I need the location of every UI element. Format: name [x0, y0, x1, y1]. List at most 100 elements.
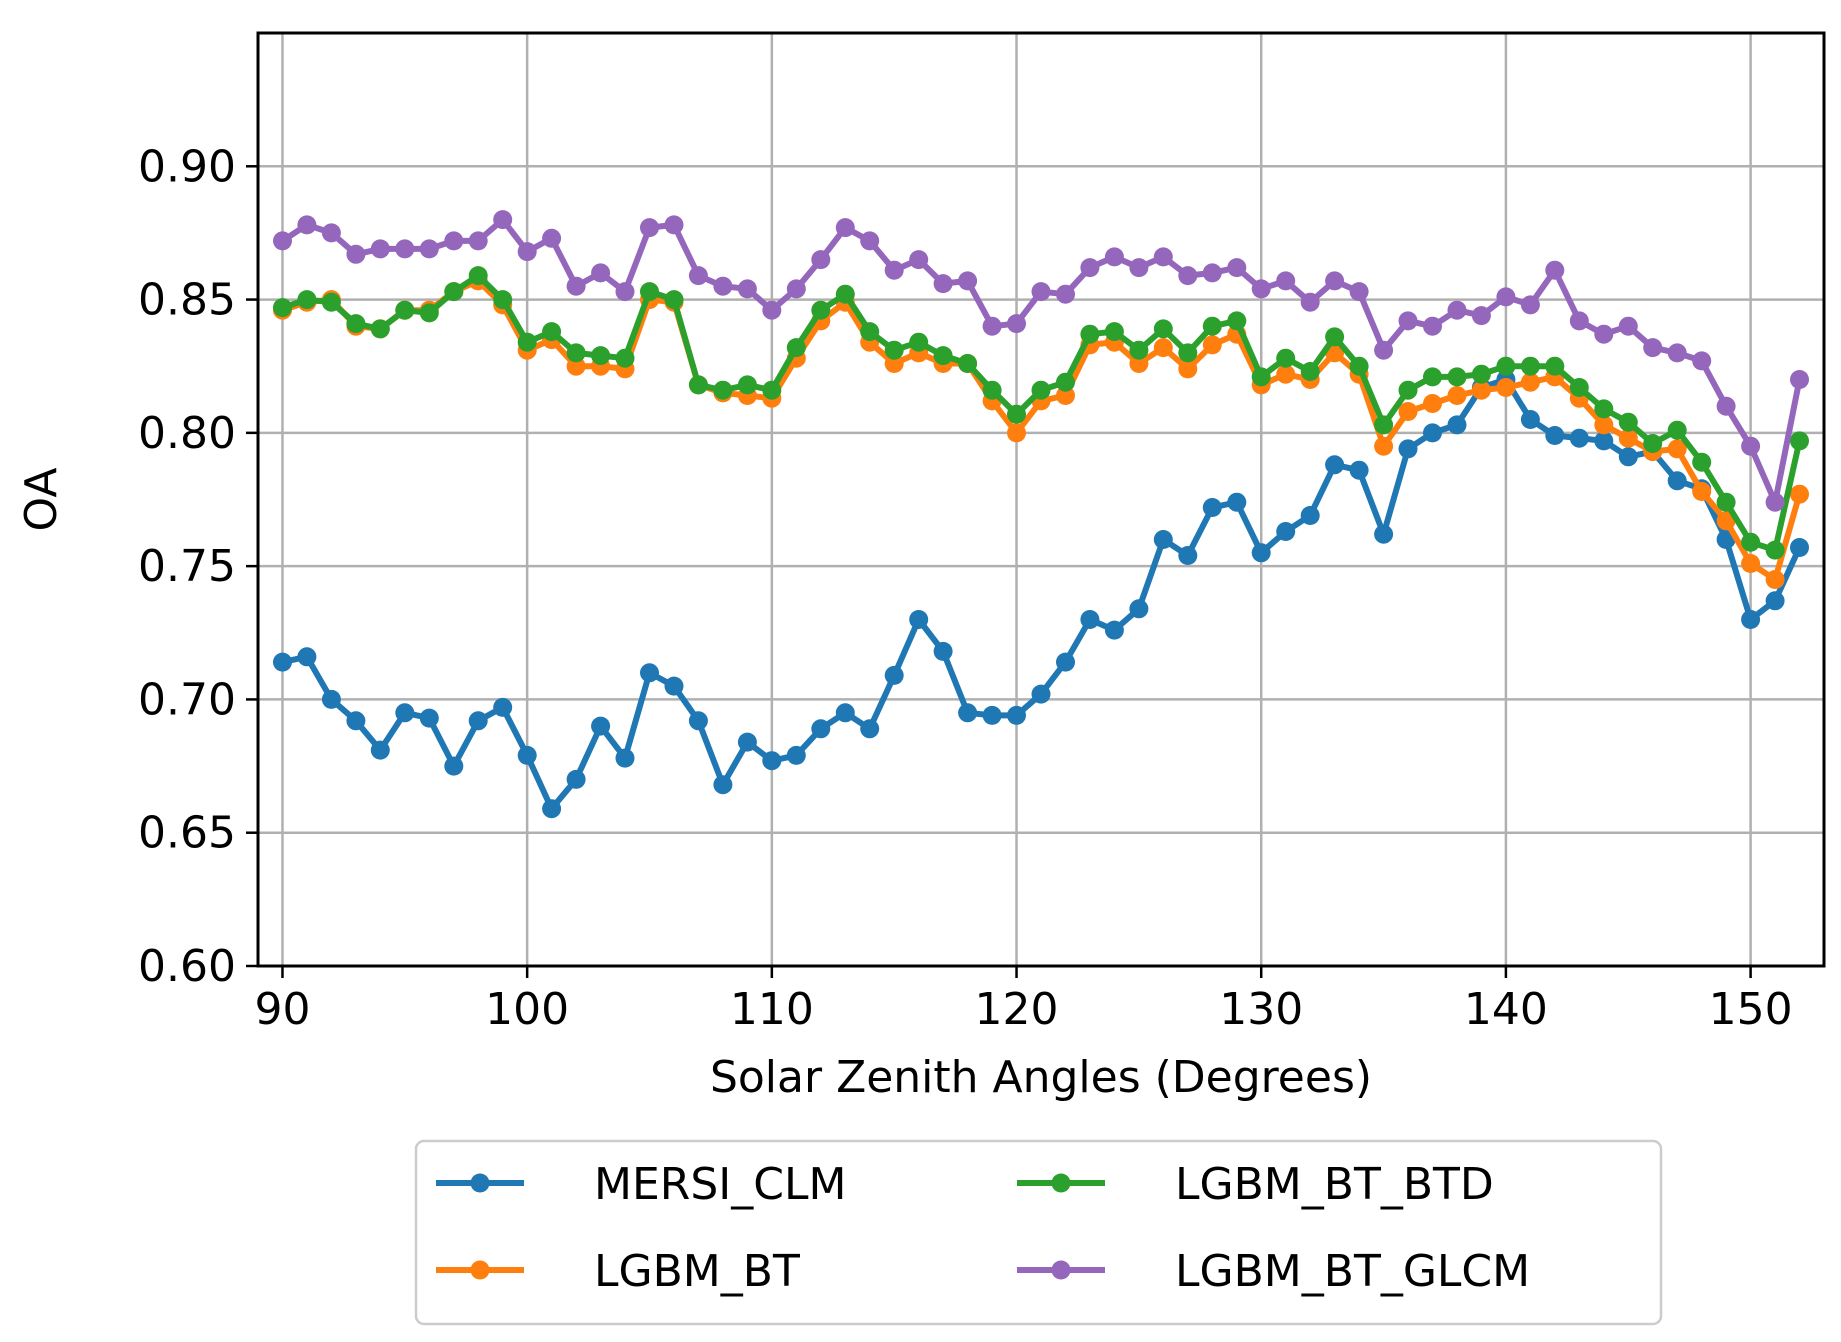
data-point-lgbm-bt-btd — [1251, 367, 1271, 387]
data-point-lgbm-bt-glcm — [1692, 351, 1712, 371]
data-point-lgbm-bt-btd — [444, 282, 464, 302]
x-axis-label: Solar Zenith Angles (Degrees) — [710, 1052, 1372, 1103]
legend-label-mersi-clm: MERSI_CLM — [594, 1159, 846, 1210]
data-point-lgbm-bt-btd — [1129, 340, 1149, 360]
data-point-mersi-clm — [1520, 410, 1540, 429]
data-point-mersi-clm — [1398, 439, 1418, 459]
data-point-lgbm-bt-glcm — [811, 250, 831, 270]
data-point-mersi-clm — [517, 745, 537, 765]
data-point-mersi-clm — [640, 663, 659, 683]
data-point-mersi-clm — [1374, 524, 1394, 544]
data-point-lgbm-bt-btd — [688, 375, 708, 395]
data-point-lgbm-bt-btd — [1741, 532, 1761, 552]
data-point-lgbm-bt-glcm — [1398, 311, 1418, 331]
data-point-lgbm-bt — [1398, 402, 1418, 421]
data-point-lgbm-bt-btd — [542, 322, 562, 342]
data-point-lgbm-bt-glcm — [1545, 260, 1565, 280]
data-point-lgbm-bt-glcm — [444, 231, 464, 251]
data-point-lgbm-bt — [1423, 394, 1442, 413]
data-point-lgbm-bt-btd — [860, 322, 880, 342]
data-point-lgbm-bt-glcm — [1374, 340, 1394, 360]
data-point-lgbm-bt-btd — [1545, 356, 1565, 376]
x-tick-label: 110 — [730, 984, 814, 1035]
y-tick-label: 0.65 — [138, 808, 236, 859]
data-point-mersi-clm — [370, 740, 390, 760]
data-point-lgbm-bt-btd — [346, 314, 366, 334]
data-point-lgbm-bt-btd — [566, 343, 586, 363]
data-point-lgbm-bt-btd — [909, 332, 929, 352]
data-point-lgbm-bt — [1178, 359, 1198, 379]
data-point-lgbm-bt-glcm — [591, 263, 611, 283]
data-point-lgbm-bt-glcm — [370, 239, 390, 259]
data-point-lgbm-bt-btd — [1667, 420, 1687, 440]
data-point-mersi-clm — [1227, 492, 1247, 512]
data-point-mersi-clm — [1007, 705, 1026, 725]
data-point-lgbm-bt-glcm — [664, 215, 684, 235]
data-point-lgbm-bt-glcm — [1496, 287, 1516, 307]
data-point-lgbm-bt-glcm — [1300, 292, 1320, 312]
data-point-lgbm-bt-glcm — [762, 300, 782, 320]
x-tick-label: 140 — [1464, 984, 1548, 1035]
data-point-lgbm-bt-glcm — [933, 274, 953, 294]
data-point-lgbm-bt — [1276, 364, 1296, 384]
data-point-lgbm-bt-btd — [1031, 380, 1051, 400]
data-point-lgbm-bt — [1594, 415, 1614, 435]
data-point-lgbm-bt-glcm — [542, 228, 562, 248]
data-point-lgbm-bt — [1129, 354, 1149, 373]
data-point-lgbm-bt — [1202, 335, 1222, 355]
data-point-lgbm-bt-btd — [1423, 367, 1442, 387]
data-point-mersi-clm — [1129, 599, 1149, 619]
data-point-lgbm-bt-btd — [1643, 434, 1663, 453]
data-point-lgbm-bt-glcm — [1667, 343, 1687, 363]
data-point-lgbm-bt-glcm — [1227, 258, 1247, 278]
data-point-lgbm-bt-btd — [1349, 356, 1369, 376]
data-point-lgbm-bt-btd — [884, 340, 904, 360]
data-point-lgbm-bt-glcm — [1447, 300, 1467, 320]
data-point-lgbm-bt-btd — [1692, 452, 1712, 472]
data-point-mersi-clm — [297, 647, 317, 667]
data-point-lgbm-bt-btd — [1007, 404, 1026, 424]
legend-marker-mersi-clm — [470, 1173, 490, 1193]
data-point-mersi-clm — [1031, 684, 1051, 704]
data-point-lgbm-bt-glcm — [1349, 282, 1369, 302]
data-point-mersi-clm — [566, 769, 586, 789]
data-point-lgbm-bt-glcm — [1251, 279, 1271, 299]
data-point-lgbm-bt-btd — [737, 375, 757, 395]
data-point-lgbm-bt-glcm — [835, 218, 855, 238]
legend-box — [414, 1139, 1663, 1326]
data-point-lgbm-bt-btd — [1594, 399, 1614, 419]
legend-marker-lgbm-bt-btd — [1051, 1173, 1071, 1193]
legend-marker-lgbm-bt — [470, 1260, 490, 1280]
y-tick-label: 0.75 — [138, 541, 236, 592]
data-point-lgbm-bt-glcm — [1153, 247, 1173, 267]
data-point-mersi-clm — [884, 665, 904, 685]
data-point-mersi-clm — [1325, 455, 1345, 475]
y-axis-label: OA — [16, 468, 67, 532]
data-point-lgbm-bt-btd — [1202, 316, 1222, 336]
data-point-lgbm-bt-btd — [1080, 324, 1100, 344]
data-point-lgbm-bt-btd — [273, 298, 292, 318]
data-point-lgbm-bt-glcm — [566, 276, 586, 296]
data-point-lgbm-bt-glcm — [1104, 247, 1124, 267]
data-point-lgbm-bt-glcm — [1202, 263, 1222, 283]
data-point-lgbm-bt — [1007, 423, 1026, 443]
data-point-mersi-clm — [395, 703, 415, 723]
data-point-mersi-clm — [762, 751, 782, 771]
data-point-lgbm-bt-glcm — [615, 282, 635, 302]
data-point-lgbm-bt-btd — [1104, 322, 1124, 342]
data-point-lgbm-bt — [1667, 439, 1687, 459]
data-point-mersi-clm — [1765, 591, 1785, 611]
data-point-mersi-clm — [713, 775, 733, 795]
data-point-mersi-clm — [1569, 428, 1589, 448]
data-point-lgbm-bt-glcm — [884, 260, 904, 280]
data-point-lgbm-bt — [1496, 378, 1516, 397]
series-lgbm-bt-glcm — [273, 210, 1809, 512]
data-point-lgbm-bt-glcm — [273, 231, 292, 251]
data-point-mersi-clm — [1423, 423, 1442, 443]
data-point-lgbm-bt — [1765, 570, 1785, 589]
data-point-lgbm-bt-btd — [419, 303, 439, 323]
data-point-mersi-clm — [835, 703, 855, 723]
data-point-lgbm-bt-btd — [786, 338, 806, 358]
data-point-lgbm-bt-btd — [1178, 343, 1198, 363]
data-point-lgbm-bt-glcm — [1031, 282, 1051, 302]
